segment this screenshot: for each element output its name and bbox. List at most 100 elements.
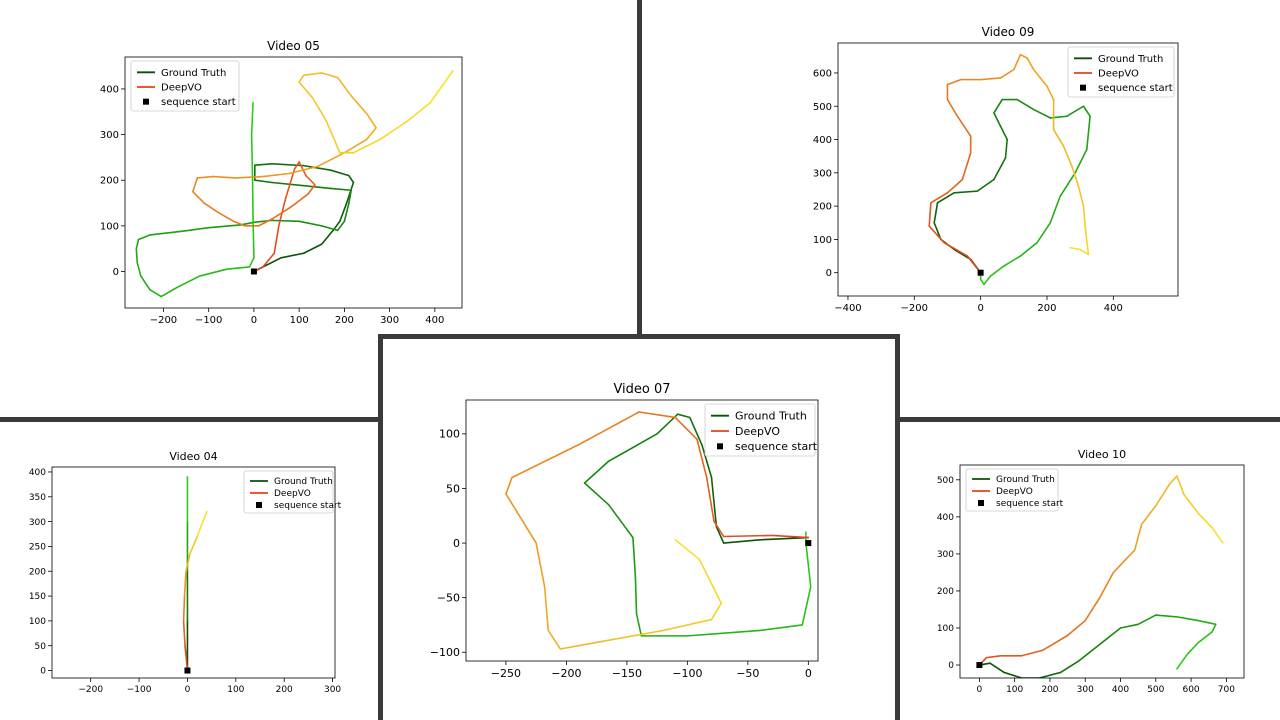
series-segment (1084, 225, 1088, 242)
series-segment (348, 174, 355, 184)
series-segment (547, 629, 562, 650)
x-tick-label: −100 (195, 315, 222, 326)
series-segment (722, 534, 773, 538)
chart-title: Video 09 (982, 25, 1035, 39)
y-tick-label: 500 (813, 102, 832, 113)
series-segment (149, 288, 162, 298)
series-segment (212, 175, 237, 179)
y-tick-label: 600 (813, 68, 832, 79)
y-tick-label: 0 (113, 267, 119, 278)
legend-label: sequence start (996, 499, 1064, 509)
series-segment (1176, 475, 1185, 496)
series-segment (1049, 195, 1062, 224)
series-segment (183, 570, 187, 597)
series-segment (1049, 115, 1068, 119)
y-tick-label: 150 (29, 592, 46, 602)
series-segment (993, 98, 1003, 114)
series-segment (583, 460, 610, 484)
y-tick-label: 400 (937, 513, 954, 523)
series-segment (1052, 128, 1065, 147)
legend: Ground Truth DeepVO sequence start (1067, 46, 1175, 98)
y-tick-label: 250 (29, 543, 46, 553)
series-segment (1077, 185, 1085, 207)
x-tick-label: 200 (335, 315, 354, 326)
series-segment (577, 411, 640, 446)
series-segment (330, 187, 352, 192)
y-tick-label: 100 (937, 624, 954, 634)
series-segment (943, 241, 969, 257)
x-tick-label: −150 (612, 667, 642, 680)
y-tick-label: 200 (29, 567, 46, 577)
legend-swatch (143, 98, 149, 105)
axes-frame (959, 464, 1245, 679)
x-tick-label: 300 (1077, 685, 1094, 695)
sequence-start-marker (976, 662, 983, 669)
series-ground-truth (135, 101, 355, 298)
series-deepvo (505, 411, 810, 650)
series-segment (715, 525, 725, 544)
series-segment (180, 226, 210, 233)
series-segment (1176, 616, 1199, 622)
series-segment (254, 179, 273, 184)
x-tick-label: −200 (901, 303, 928, 314)
x-tick-label: 0 (185, 685, 191, 695)
y-tick-label: 100 (29, 617, 46, 627)
sequence-start-marker (977, 269, 984, 276)
series-segment (1105, 627, 1122, 640)
series-segment (1084, 597, 1101, 622)
x-tick-label: −250 (491, 667, 521, 680)
y-tick-label: 0 (40, 667, 46, 677)
series-lines (978, 475, 1224, 678)
series-segment (311, 97, 328, 122)
series-segment (1066, 619, 1087, 637)
series-deepvo (182, 510, 208, 672)
series-segment (1032, 108, 1052, 119)
sequence-start-marker (184, 667, 191, 674)
plot-video-10: Video 10 0 100 200 300 400 500 600 700 0 100 200 300… (937, 448, 1245, 695)
series-segment (271, 206, 291, 220)
series-segment (701, 443, 713, 479)
series-segment (343, 202, 350, 223)
x-tick-label: 400 (1104, 303, 1123, 314)
series-segment (271, 219, 300, 223)
y-tick-label: 300 (813, 168, 832, 179)
series-segment (1066, 105, 1085, 118)
x-tick-label: −400 (834, 303, 861, 314)
series-segment (1059, 660, 1079, 674)
legend-swatch (978, 500, 984, 506)
series-segment (686, 629, 761, 637)
series-segment (638, 411, 677, 419)
series-segment (1069, 246, 1081, 251)
y-tick-label: 100 (100, 221, 119, 232)
series-segment (1183, 493, 1199, 514)
series-segment (302, 243, 323, 255)
legend: Ground Truth DeepVO sequence start (243, 470, 342, 514)
y-tick-label: 0 (453, 537, 460, 550)
series-segment (284, 168, 296, 200)
series-segment (946, 78, 962, 86)
series-segment (192, 177, 199, 193)
x-tick-label: −200 (78, 685, 103, 695)
series-segment (710, 476, 718, 528)
series-segment (953, 190, 979, 194)
x-tick-label: 0 (977, 303, 983, 314)
legend-label: sequence start (1098, 83, 1173, 94)
series-segment (1079, 248, 1090, 256)
series-segment (336, 76, 352, 97)
legend-swatch (1080, 84, 1086, 91)
series-segment (135, 238, 140, 250)
series-segment (1112, 556, 1129, 574)
legend-box (1067, 46, 1175, 98)
legend-label: DeepVO (996, 487, 1033, 497)
y-tick-label: −100 (430, 646, 460, 659)
series-segment (759, 624, 804, 632)
x-tick-label: −200 (150, 315, 177, 326)
legend-label: sequence start (735, 440, 818, 453)
series-segment (1211, 623, 1217, 633)
series-segment (1098, 571, 1115, 600)
series-segment (289, 165, 319, 175)
series-segment (601, 629, 664, 643)
y-tick-label: 350 (29, 493, 46, 503)
series-segment (1119, 623, 1139, 629)
legend: Ground Truth DeepVO sequence start (704, 403, 818, 457)
